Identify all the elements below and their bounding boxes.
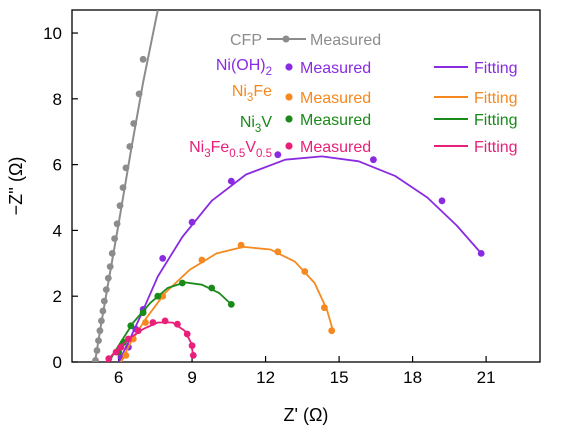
measured-point — [93, 347, 101, 354]
x-tick-label: 21 — [477, 368, 496, 387]
measured-point — [139, 309, 147, 317]
x-tick-label: 15 — [330, 368, 349, 387]
legend-marker — [285, 142, 293, 150]
measured-point — [130, 120, 138, 127]
measured-point — [117, 343, 125, 351]
measured-point — [208, 284, 216, 292]
y-tick-label: 0 — [53, 353, 62, 372]
legend-name: Ni3Fe0.5V0.5 — [189, 139, 272, 160]
measured-point — [113, 220, 121, 228]
legend-marker-cfp — [282, 35, 290, 43]
measured-point — [111, 235, 118, 243]
x-tick-label: 18 — [403, 368, 422, 387]
measured-point — [159, 255, 167, 262]
measured-point — [112, 348, 120, 356]
measured-point — [188, 342, 196, 349]
measured-point — [174, 320, 181, 328]
plot-area — [92, 10, 485, 362]
measured-point — [237, 241, 245, 249]
measured-point — [135, 90, 143, 98]
y-tick-label: 8 — [53, 90, 62, 109]
legend-fitting: Fitting — [474, 90, 518, 107]
series-2 — [120, 241, 336, 362]
measured-point — [438, 197, 446, 205]
measured-point — [274, 248, 282, 256]
measured-point — [98, 317, 105, 325]
measured-point — [227, 301, 235, 308]
fit-line — [117, 155, 482, 362]
measured-point — [92, 357, 99, 362]
measured-point — [102, 286, 110, 293]
y-tick-label: 10 — [43, 24, 62, 43]
measured-point — [161, 317, 169, 325]
measured-point — [126, 143, 134, 150]
legend-fitting: Fitting — [474, 139, 518, 156]
measured-point — [124, 335, 132, 343]
axes: 6 9 12 15 18 21 0 2 4 6 8 10 Z' (Ω) −Z'' (Ω) — [6, 9, 541, 425]
x-tick-label: 12 — [256, 368, 275, 387]
measured-point — [178, 279, 186, 287]
y-tick-label: 6 — [53, 156, 62, 175]
measured-point — [96, 327, 104, 335]
series-4 — [105, 317, 197, 362]
measured-point — [328, 327, 336, 335]
legend-fitting: Fitting — [474, 60, 518, 77]
measured-point — [227, 177, 235, 185]
measured-point — [100, 297, 108, 305]
measured-point — [301, 268, 309, 275]
measured-point — [104, 274, 112, 282]
measured-point — [116, 202, 124, 210]
measured-point — [95, 337, 102, 344]
y-tick-label: 2 — [53, 287, 62, 306]
y-tick-label: 4 — [53, 221, 62, 240]
measured-point — [154, 292, 162, 300]
measured-point — [370, 156, 377, 164]
legend-name: Ni3V — [240, 114, 273, 135]
measured-point — [139, 55, 147, 63]
x-tick-label: 9 — [187, 368, 196, 387]
measured-point — [127, 322, 135, 330]
measured-point — [108, 250, 116, 257]
measured-point — [189, 352, 197, 359]
series-1 — [117, 151, 485, 362]
measured-point — [99, 307, 107, 315]
measured-point — [188, 218, 196, 226]
measured-point — [122, 352, 130, 359]
legend-name: Ni3Fe — [232, 83, 272, 104]
measured-point — [477, 250, 485, 257]
measured-point — [122, 164, 130, 172]
legend-fitting: Fitting — [474, 112, 518, 129]
plot-frame — [71, 9, 541, 363]
fit-line — [120, 246, 334, 362]
x-tick-label: 6 — [114, 368, 123, 387]
legend-measured: Measured — [300, 60, 371, 77]
legend-measured: Measured — [300, 112, 371, 129]
measured-point — [321, 304, 328, 312]
legend-marker — [285, 115, 293, 123]
measured-point — [198, 256, 206, 264]
measured-point — [134, 327, 142, 335]
measured-point — [106, 263, 114, 270]
legend: CFP Measured Ni(OH)2 Measured Fitting Ni3Fe Me… — [189, 32, 517, 160]
legend-name: Ni(OH)2 — [216, 57, 272, 78]
legend-marker — [285, 93, 293, 101]
measured-point — [149, 319, 157, 326]
series-0 — [92, 10, 159, 362]
measured-point — [274, 151, 282, 159]
legend-measured-cfp: Measured — [310, 32, 381, 49]
legend-measured: Measured — [300, 90, 371, 107]
measured-point — [105, 355, 113, 362]
legend-marker — [285, 63, 293, 71]
legend-name-cfp: CFP — [230, 32, 262, 49]
measured-point — [142, 319, 149, 326]
x-axis-label: Z' (Ω) — [284, 405, 329, 425]
measured-point — [119, 184, 127, 192]
y-axis-label: −Z'' (Ω) — [6, 157, 26, 216]
legend-measured: Measured — [300, 139, 371, 156]
measured-point — [183, 330, 191, 338]
